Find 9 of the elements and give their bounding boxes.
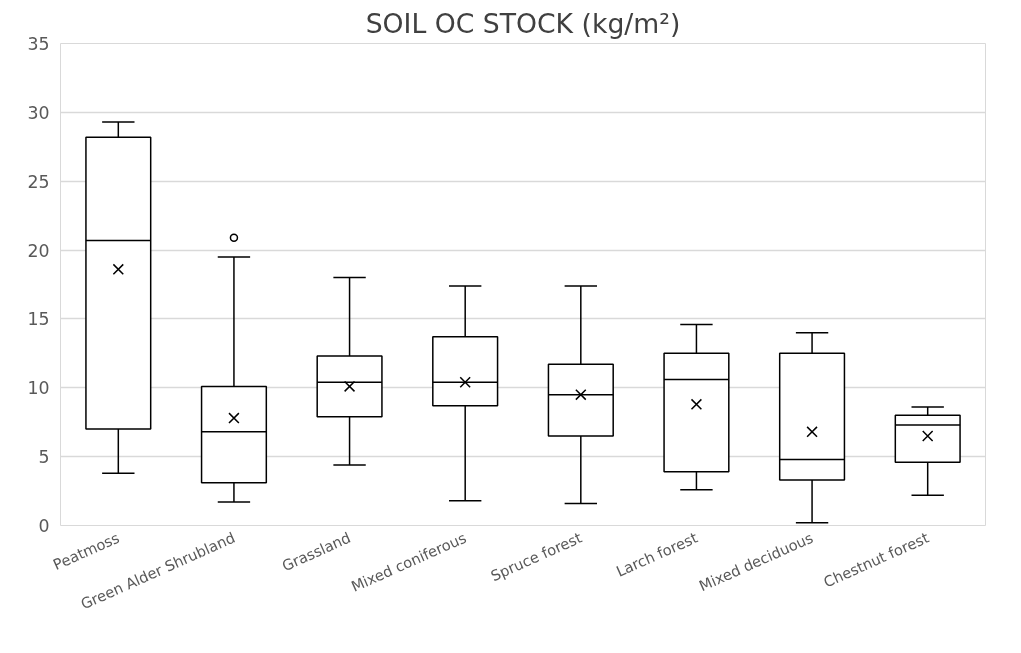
- y-tick-label: 15: [27, 309, 50, 330]
- y-tick-label: 0: [38, 516, 50, 536]
- y-tick-label: 25: [27, 171, 50, 192]
- y-tick-label: 5: [38, 447, 50, 468]
- y-tick-label: 10: [27, 378, 50, 399]
- chart-title: SOIL OC STOCK (kg/m²): [365, 7, 681, 39]
- y-tick-label: 20: [27, 240, 50, 261]
- y-tick-label: 35: [27, 34, 50, 54]
- y-tick-label: 30: [27, 102, 50, 123]
